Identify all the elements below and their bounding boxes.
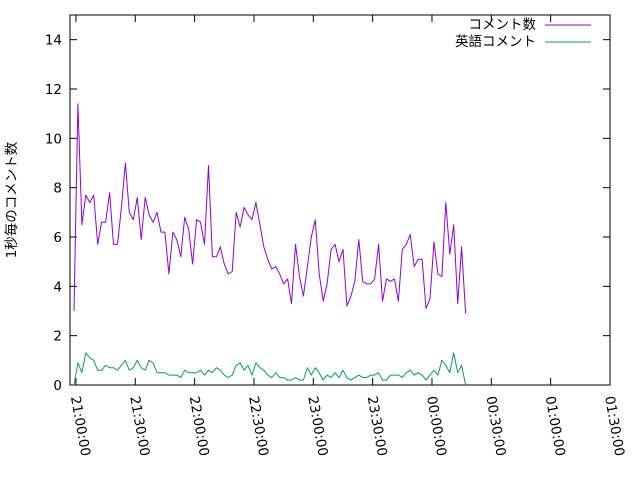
x-tick-label: 01:00:00	[542, 395, 568, 457]
y-tick-label: 8	[53, 181, 62, 197]
y-tick-label: 4	[53, 279, 62, 295]
x-tick-label: 22:00:00	[186, 395, 212, 457]
y-tick-label: 2	[53, 329, 62, 345]
legend-label-1: 英語コメント	[455, 33, 536, 50]
y-axis-title: 1秒毎のコメント数	[4, 141, 20, 258]
x-tick-label: 21:00:00	[67, 395, 93, 457]
x-tick-label: 22:30:00	[245, 395, 271, 457]
plot-frame	[69, 14, 611, 386]
y-axis: 0 2 4 6 8 10 12 14	[45, 33, 610, 394]
series-layer	[73, 103, 467, 386]
y-tick-label: 10	[45, 131, 62, 147]
series-line-0	[73, 103, 467, 314]
x-axis: 21:00:00 21:30:00 22:00:00 22:30:00 23:00:00…	[67, 15, 627, 457]
y-tick-label: 14	[45, 33, 62, 49]
x-tick-label: 01:30:00	[601, 395, 627, 457]
y-tick-label: 12	[45, 82, 62, 98]
series-line-1	[73, 352, 467, 386]
y-tick-label: 6	[53, 230, 62, 246]
x-tick-label: 23:30:00	[364, 395, 390, 457]
x-tick-label: 00:00:00	[423, 395, 449, 457]
x-tick-label: 21:30:00	[126, 395, 152, 457]
legend-label-0: コメント数	[469, 17, 537, 33]
x-tick-label: 23:00:00	[304, 395, 330, 457]
y-tick-label: 0	[53, 378, 62, 394]
x-tick-label: 00:30:00	[482, 395, 508, 457]
plot-border	[69, 14, 611, 386]
